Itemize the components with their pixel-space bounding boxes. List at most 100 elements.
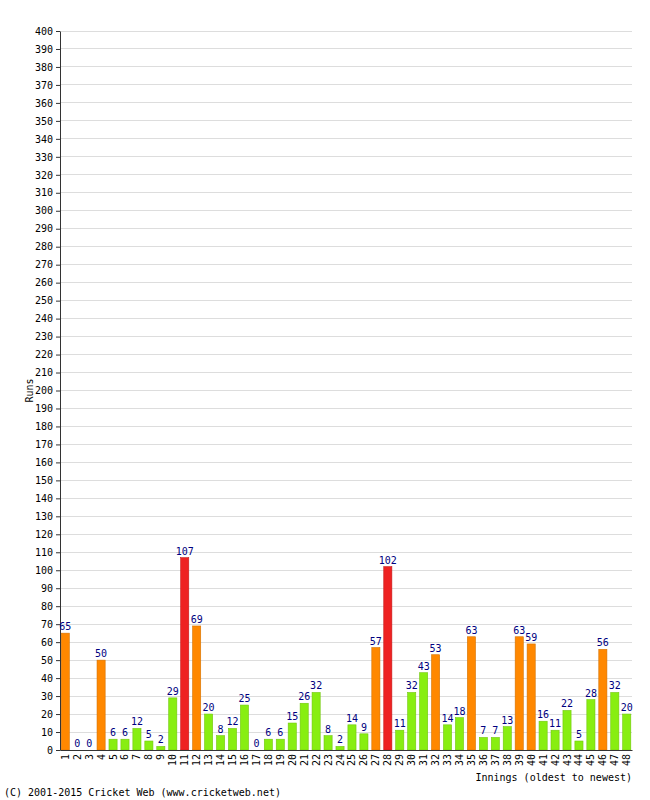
x-axis: 1234567891011121314151617181920212223242… (60, 750, 633, 766)
x-tick-label: 42 (550, 754, 561, 766)
bar (384, 567, 392, 750)
data-label: 8 (325, 724, 331, 735)
data-label: 7 (480, 725, 486, 736)
y-tick: 70 (41, 619, 60, 630)
y-tick-label: 220 (35, 349, 53, 360)
bar (228, 728, 236, 750)
y-tick: 240 (35, 313, 60, 324)
bar (515, 637, 523, 750)
data-label: 63 (465, 625, 477, 636)
x-tick: 46 (597, 750, 608, 766)
x-tick: 30 (406, 750, 417, 766)
x-tick: 47 (609, 750, 620, 766)
chart: 0102030405060708090100110120130140150160… (0, 0, 650, 800)
x-tick-label: 45 (585, 754, 596, 766)
data-label: 6 (110, 727, 116, 738)
data-label: 22 (561, 698, 573, 709)
y-tick: 130 (35, 511, 60, 522)
y-tick-label: 370 (35, 80, 53, 91)
bar (205, 714, 213, 750)
x-tick-label: 26 (358, 754, 369, 766)
x-tick: 26 (358, 750, 369, 766)
x-tick: 31 (418, 750, 429, 766)
data-label: 9 (361, 722, 367, 733)
y-tick-mark (56, 49, 60, 50)
annotation: (C) 2001-2015 Cricket Web (www.cricketwe… (4, 787, 281, 798)
x-tick: 32 (430, 750, 441, 766)
x-tick-label: 21 (299, 754, 310, 766)
y-tick-label: 40 (41, 673, 53, 684)
grid-line (60, 570, 632, 571)
data-label: 6 (277, 727, 283, 738)
y-tick-label: 170 (35, 439, 53, 450)
data-labels: 6500506612522910769208122506615263282149… (59, 546, 633, 749)
y-tick-label: 260 (35, 277, 53, 288)
data-label: 14 (442, 713, 454, 724)
grid-line (60, 84, 632, 85)
data-label: 11 (549, 718, 561, 729)
y-tick-mark (56, 714, 60, 715)
y-tick-label: 180 (35, 421, 53, 432)
data-label: 0 (74, 738, 80, 749)
data-label: 25 (238, 693, 250, 704)
x-tick: 19 (275, 750, 286, 766)
x-tick: 8 (143, 750, 154, 760)
y-tick: 280 (35, 241, 60, 252)
x-tick: 29 (394, 750, 405, 766)
data-label: 59 (525, 632, 537, 643)
bar (145, 741, 153, 750)
bar (563, 710, 571, 750)
bar (551, 730, 559, 750)
y-tick-label: 120 (35, 529, 53, 540)
y-tick: 270 (35, 259, 60, 270)
y-tick: 300 (35, 205, 60, 216)
grid-line (60, 300, 632, 301)
y-tick-label: 10 (41, 727, 53, 738)
grid-line (60, 624, 632, 625)
grid-line (60, 210, 632, 211)
x-tick: 4 (96, 750, 107, 760)
y-tick-mark (56, 391, 60, 392)
x-tick: 40 (526, 750, 537, 766)
grid-line (60, 66, 632, 67)
data-label: 20 (621, 702, 633, 713)
x-tick-label: 27 (370, 754, 381, 766)
y-tick: 30 (41, 691, 60, 702)
plot: 0102030405060708090100110120130140150160… (35, 26, 633, 766)
grid-line (60, 444, 632, 445)
grid-line (60, 426, 632, 427)
y-tick-mark (56, 265, 60, 266)
grid-line (60, 174, 632, 175)
y-tick-mark (56, 642, 60, 643)
y-tick-label: 190 (35, 403, 53, 414)
grid-line (60, 642, 632, 643)
y-tick-mark (56, 193, 60, 194)
y-tick-label: 20 (41, 709, 53, 720)
x-tick: 10 (167, 750, 178, 766)
y-tick-mark (56, 229, 60, 230)
x-tick-label: 19 (275, 754, 286, 766)
bar (240, 705, 248, 750)
bar (85, 750, 93, 751)
x-tick-label: 15 (227, 754, 238, 766)
data-label: 16 (537, 709, 549, 720)
x-tick: 3 (84, 750, 95, 760)
x-tick: 43 (562, 750, 573, 766)
data-label: 29 (167, 686, 179, 697)
y-tick-label: 270 (35, 259, 53, 270)
grid-line (60, 390, 632, 391)
x-tick-label: 12 (191, 754, 202, 766)
y-tick-mark (56, 534, 60, 535)
x-tick: 27 (370, 750, 381, 766)
y-tick-label: 350 (35, 116, 53, 127)
x-tick-label: 18 (263, 754, 274, 766)
x-tick: 11 (179, 750, 190, 766)
y-tick-mark (56, 588, 60, 589)
x-tick-label: 11 (179, 754, 190, 766)
x-tick: 9 (155, 750, 166, 760)
y-tick: 220 (35, 349, 60, 360)
grid-line (60, 264, 632, 265)
x-axis-title: Innings (oldest to newest) (475, 772, 632, 783)
x-tick: 44 (573, 750, 584, 766)
bar (252, 750, 260, 751)
